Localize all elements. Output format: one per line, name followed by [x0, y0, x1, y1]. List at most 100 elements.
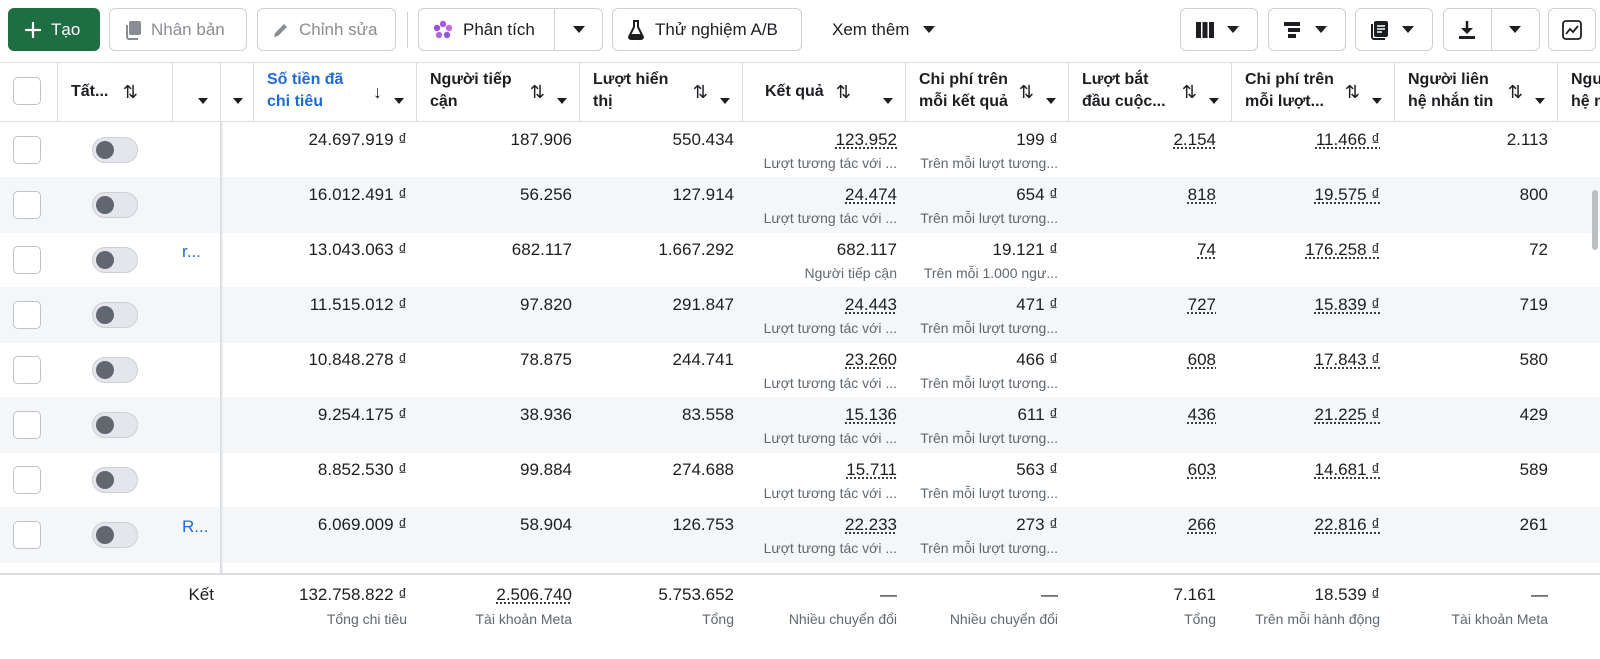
row-status-toggle[interactable] — [92, 467, 138, 493]
chevron-down-icon[interactable] — [557, 89, 567, 111]
chevron-down-icon[interactable] — [233, 89, 243, 111]
row-checkbox[interactable] — [13, 466, 41, 494]
cell-conv-value[interactable]: 74 — [1197, 240, 1216, 259]
table-row[interactable]: r... 13.043.063 ₫ 682.117 1.667.292 682.117 N… — [0, 232, 1600, 288]
footer-cpc-sub: Trên mỗi hành động — [1255, 611, 1380, 627]
sort-icon[interactable]: ⇅ — [692, 82, 708, 102]
cell-cpc-value[interactable]: 21.225 ₫ — [1314, 405, 1380, 424]
cell-res-value[interactable]: 24.443 — [845, 295, 897, 314]
cell-conv-value[interactable]: 608 — [1187, 350, 1216, 369]
cell-res-value[interactable]: 682.117 — [836, 240, 897, 259]
cell-cpc-value[interactable]: 14.681 ₫ — [1314, 460, 1380, 479]
row-status-toggle[interactable] — [92, 137, 138, 163]
chevron-down-icon[interactable] — [1046, 89, 1056, 111]
cell-res-value[interactable]: 23.260 — [845, 350, 897, 369]
more-button[interactable]: Xem thêm — [818, 8, 948, 51]
chart-button[interactable] — [1548, 8, 1596, 51]
select-all-checkbox[interactable] — [13, 77, 41, 105]
row-status-toggle[interactable] — [92, 522, 138, 548]
row-status-toggle[interactable] — [92, 192, 138, 218]
header-status[interactable]: Tất... ⇅ — [58, 63, 173, 121]
sort-icon[interactable]: ⇅ — [835, 82, 851, 102]
cell-conv-value[interactable]: 603 — [1187, 460, 1216, 479]
chevron-down-icon[interactable] — [1209, 89, 1219, 111]
row-checkbox[interactable] — [13, 136, 41, 164]
row-name-link[interactable]: r... — [182, 242, 201, 261]
table-row[interactable]: 10.848.278 ₫ 78.875 244.741 23.260 Lượt tươn… — [0, 342, 1600, 398]
row-status-toggle[interactable] — [92, 302, 138, 328]
export-button[interactable] — [1444, 9, 1492, 50]
sort-icon[interactable]: ⇅ — [122, 82, 138, 102]
cell-res-value[interactable]: 24.474 — [845, 185, 897, 204]
cell-res-value[interactable]: 123.952 — [835, 130, 897, 149]
chevron-down-icon[interactable] — [198, 89, 208, 111]
row-status-toggle[interactable] — [92, 412, 138, 438]
header-name[interactable] — [173, 63, 221, 121]
duplicate-button[interactable]: Nhân bản — [109, 8, 247, 51]
cell-conv-value[interactable]: 818 — [1187, 185, 1216, 204]
row-checkbox[interactable] — [13, 521, 41, 549]
cell-conv-value[interactable]: 266 — [1187, 515, 1216, 534]
row-status-toggle[interactable] — [92, 247, 138, 273]
header-cost-per-result[interactable]: Chi phí trên mỗi kết quả ⇅ — [906, 63, 1069, 121]
header-cost-per-conversation[interactable]: Chi phí trên mỗi lượt... ⇅ — [1232, 63, 1395, 121]
cell-cpc-value[interactable]: 11.466 ₫ — [1315, 130, 1380, 149]
header-impressions[interactable]: Lượt hiển thị ⇅ — [580, 63, 743, 121]
analyze-dropdown-button[interactable] — [555, 26, 602, 33]
chevron-down-icon[interactable] — [1372, 89, 1382, 111]
table-row[interactable]: 24.697.919 ₫ 187.906 550.434 123.952 Lượt tư… — [0, 122, 1600, 178]
vertical-scrollbar[interactable] — [1592, 190, 1598, 250]
header-next-column[interactable]: Ngư hệ n — [1558, 63, 1600, 121]
analyze-button[interactable]: Phân tích — [419, 9, 556, 50]
columns-button[interactable] — [1180, 8, 1258, 51]
cell-cpc-value[interactable]: 15.839 ₫ — [1314, 295, 1380, 314]
row-checkbox[interactable] — [13, 246, 41, 274]
sort-desc-icon[interactable]: ↓ — [373, 82, 382, 102]
cell-conv-value[interactable]: 727 — [1187, 295, 1216, 314]
sort-icon[interactable]: ⇅ — [529, 82, 545, 102]
cell-conv-value[interactable]: 436 — [1187, 405, 1216, 424]
cell-res-value[interactable]: 15.136 — [845, 405, 897, 424]
header-spent[interactable]: Số tiền đã chi tiêu ↓ — [254, 63, 417, 121]
header-delivery[interactable] — [222, 63, 254, 121]
row-checkbox[interactable] — [13, 411, 41, 439]
chevron-down-icon[interactable] — [720, 89, 730, 111]
chevron-down-icon — [1509, 26, 1522, 33]
cell-cpc-value[interactable]: 176.258 ₫ — [1305, 240, 1380, 259]
ab-test-button[interactable]: Thử nghiệm A/B — [612, 8, 802, 51]
sort-icon[interactable]: ⇅ — [1181, 82, 1197, 102]
row-checkbox[interactable] — [13, 301, 41, 329]
cell-msg-value: 261 — [1519, 515, 1548, 534]
header-reach[interactable]: Người tiếp cận ⇅ — [417, 63, 580, 121]
sort-icon[interactable]: ⇅ — [1018, 82, 1034, 102]
cell-res-value[interactable]: 15.711 — [846, 460, 897, 479]
reports-button[interactable] — [1355, 8, 1433, 51]
cell-cpc-value[interactable]: 22.816 ₫ — [1314, 515, 1380, 534]
create-button[interactable]: Tạo — [8, 8, 100, 51]
header-results[interactable]: Kết quả ⇅ — [743, 63, 906, 121]
row-name-link[interactable]: R... — [182, 517, 209, 536]
cell-cpc-value[interactable]: 17.843 ₫ — [1314, 350, 1380, 369]
breakdown-button[interactable] — [1268, 8, 1346, 51]
table-row[interactable]: R... 6.069.009 ₫ 58.904 126.753 22.233 Lượt t… — [0, 507, 1600, 563]
chevron-down-icon[interactable] — [394, 89, 404, 111]
row-status-toggle[interactable] — [92, 357, 138, 383]
edit-button[interactable]: Chỉnh sửa — [257, 8, 396, 51]
table-row[interactable]: 9.254.175 ₫ 38.936 83.558 15.136 Lượt tương … — [0, 397, 1600, 453]
chevron-down-icon[interactable] — [1535, 89, 1545, 111]
export-dropdown-button[interactable] — [1492, 26, 1540, 33]
table-row[interactable]: 8.852.530 ₫ 99.884 274.688 15.711 Lượt tương… — [0, 452, 1600, 508]
row-checkbox[interactable] — [13, 191, 41, 219]
row-checkbox[interactable] — [13, 356, 41, 384]
chevron-down-icon[interactable] — [883, 89, 893, 111]
header-conversations[interactable]: Lượt bắt đầu cuộc... ⇅ — [1069, 63, 1232, 121]
cell-conv-value[interactable]: 2.154 — [1173, 130, 1216, 149]
footer-reach-value[interactable]: 2.506.740 — [496, 585, 572, 604]
sort-icon[interactable]: ⇅ — [1507, 82, 1523, 102]
cell-cpc-value[interactable]: 19.575 ₫ — [1314, 185, 1380, 204]
table-row[interactable]: 11.515.012 ₫ 97.820 291.847 24.443 Lượt tươn… — [0, 287, 1600, 343]
sort-icon[interactable]: ⇅ — [1344, 82, 1360, 102]
header-messaging-contacts[interactable]: Người liên hệ nhắn tin ⇅ — [1395, 63, 1558, 121]
cell-res-value[interactable]: 22.233 — [845, 515, 897, 534]
table-row[interactable]: 16.012.491 ₫ 56.256 127.914 24.474 Lượt tươn… — [0, 177, 1600, 233]
